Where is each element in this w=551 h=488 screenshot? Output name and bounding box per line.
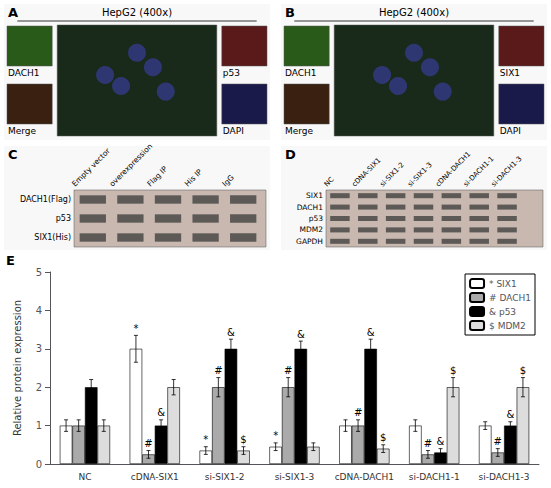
svg-text:DACH1: DACH1 bbox=[297, 203, 324, 212]
svg-text:p53: p53 bbox=[56, 214, 71, 223]
svg-text:Empty vector: Empty vector bbox=[70, 146, 113, 189]
svg-text:si-DACH1-3: si-DACH1-3 bbox=[490, 155, 524, 189]
svg-text:DACH1(Flag): DACH1(Flag) bbox=[20, 195, 71, 204]
svg-text:&: & bbox=[157, 407, 165, 418]
svg-text:cDNA-DACH1: cDNA-DACH1 bbox=[335, 472, 394, 482]
svg-text:His IP: His IP bbox=[183, 167, 204, 188]
svg-text:#: # bbox=[284, 365, 292, 376]
svg-text:$: $ bbox=[450, 365, 456, 376]
svg-text:$ MDM2: $ MDM2 bbox=[489, 321, 526, 331]
svg-text:4: 4 bbox=[36, 305, 42, 316]
svg-text:#: # bbox=[424, 438, 432, 449]
svg-text:cDNA-SIX1: cDNA-SIX1 bbox=[131, 472, 179, 482]
svg-text:A: A bbox=[8, 5, 18, 20]
svg-text:#: # bbox=[494, 436, 502, 447]
svg-text:#: # bbox=[354, 407, 362, 418]
svg-text:#: # bbox=[144, 438, 152, 449]
svg-text:si-SIX1-2: si-SIX1-2 bbox=[378, 161, 405, 188]
svg-text:cDNA-DACH1: cDNA-DACH1 bbox=[434, 150, 473, 189]
svg-text:$: $ bbox=[240, 434, 246, 445]
svg-text:&: & bbox=[437, 436, 445, 447]
svg-text:& p53: & p53 bbox=[489, 307, 516, 317]
svg-text:Flag IP: Flag IP bbox=[145, 164, 169, 188]
svg-text:p53: p53 bbox=[309, 214, 324, 223]
svg-text:*: * bbox=[133, 323, 138, 334]
svg-text:DAPI: DAPI bbox=[500, 126, 521, 136]
svg-text:si-DACH1-1: si-DACH1-1 bbox=[462, 154, 496, 189]
svg-text:SIX1: SIX1 bbox=[500, 68, 520, 78]
svg-text:#: # bbox=[214, 365, 222, 376]
svg-text:GAPDH: GAPDH bbox=[296, 237, 323, 246]
svg-text:E: E bbox=[6, 253, 15, 268]
svg-text:MDM2: MDM2 bbox=[300, 225, 324, 234]
svg-text:&: & bbox=[367, 327, 375, 338]
svg-text:2: 2 bbox=[36, 382, 42, 393]
svg-text:IgG: IgG bbox=[220, 173, 236, 189]
svg-text:D: D bbox=[285, 147, 296, 162]
svg-text:HepG2 (400x): HepG2 (400x) bbox=[102, 7, 172, 18]
svg-text:DAPI: DAPI bbox=[223, 126, 244, 136]
svg-text:B: B bbox=[285, 5, 295, 20]
svg-text:1: 1 bbox=[36, 420, 42, 431]
svg-text:si-SIX1-3: si-SIX1-3 bbox=[275, 472, 315, 482]
svg-text:p53: p53 bbox=[223, 68, 240, 78]
svg-text:# DACH1: # DACH1 bbox=[489, 293, 531, 303]
svg-text:si-DACH1-3: si-DACH1-3 bbox=[479, 472, 530, 482]
svg-text:si-SIX1-2: si-SIX1-2 bbox=[205, 472, 245, 482]
svg-text:cDNA-SIX1: cDNA-SIX1 bbox=[351, 156, 383, 188]
svg-text:DACH1: DACH1 bbox=[8, 68, 40, 78]
svg-text:&: & bbox=[297, 329, 305, 340]
svg-text:5: 5 bbox=[36, 267, 42, 278]
svg-text:HepG2 (400x): HepG2 (400x) bbox=[379, 7, 449, 18]
svg-text:overexpression: overexpression bbox=[107, 141, 155, 189]
svg-text:*: * bbox=[203, 434, 208, 445]
svg-text:si-DACH1-1: si-DACH1-1 bbox=[409, 472, 460, 482]
svg-text:$: $ bbox=[380, 432, 386, 443]
svg-text:Relative protein expression: Relative protein expression bbox=[12, 300, 23, 436]
svg-text:NC: NC bbox=[78, 472, 91, 482]
svg-text:DACH1: DACH1 bbox=[285, 68, 317, 78]
svg-text:Merge: Merge bbox=[8, 126, 37, 136]
svg-text:NC: NC bbox=[323, 175, 336, 188]
svg-text:0: 0 bbox=[36, 459, 42, 470]
svg-text:*: * bbox=[273, 430, 278, 441]
svg-text:si-SIX1-3: si-SIX1-3 bbox=[406, 161, 433, 188]
svg-text:&: & bbox=[506, 409, 514, 420]
svg-text:* SIX1: * SIX1 bbox=[489, 279, 517, 289]
svg-text:&: & bbox=[227, 327, 235, 338]
svg-text:SIX1: SIX1 bbox=[306, 191, 323, 200]
svg-text:$: $ bbox=[520, 365, 526, 376]
svg-text:3: 3 bbox=[36, 343, 42, 354]
svg-text:C: C bbox=[8, 147, 18, 162]
svg-text:SIX1(His): SIX1(His) bbox=[34, 233, 71, 242]
svg-text:Merge: Merge bbox=[285, 126, 314, 136]
